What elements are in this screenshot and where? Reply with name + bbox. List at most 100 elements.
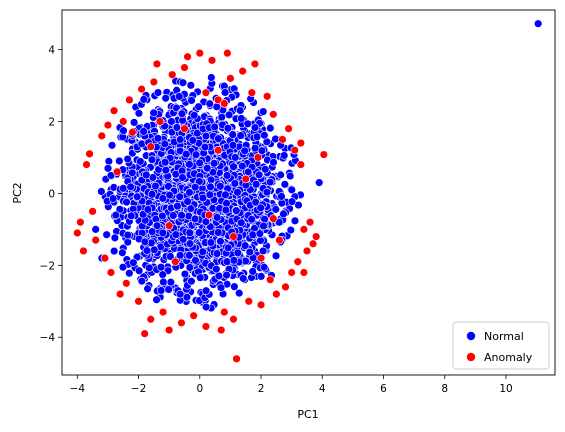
normal-point xyxy=(261,165,270,174)
normal-point xyxy=(201,286,211,295)
normal-point xyxy=(161,165,171,175)
anomaly-point xyxy=(140,329,149,338)
y-tick-label: 2 xyxy=(48,116,55,128)
normal-point xyxy=(222,257,232,266)
normal-point xyxy=(108,194,118,203)
normal-point xyxy=(158,194,168,203)
normal-point xyxy=(160,139,170,149)
anomaly-point xyxy=(183,52,192,61)
normal-point xyxy=(182,293,192,302)
normal-point xyxy=(214,134,223,143)
normal-point xyxy=(185,160,194,169)
normal-point xyxy=(212,213,222,222)
anomaly-point xyxy=(119,117,128,126)
normal-point xyxy=(175,192,184,201)
anomaly-point xyxy=(232,354,241,364)
x-axis-ticks: −4 −2 0 2 4 6 8 10 xyxy=(70,375,513,395)
normal-point xyxy=(110,233,120,243)
x-axis-title: PC1 xyxy=(297,408,318,421)
normal-point xyxy=(111,210,121,220)
normal-point xyxy=(175,251,185,260)
anomaly-point xyxy=(229,232,238,241)
normal-point xyxy=(152,295,161,304)
normal-point xyxy=(194,228,204,237)
normal-point xyxy=(195,177,204,186)
anomaly-point xyxy=(299,268,309,277)
legend-normal-label: Normal xyxy=(484,330,524,343)
anomaly-point xyxy=(226,74,235,83)
normal-point xyxy=(156,286,166,295)
normal-point xyxy=(271,134,280,144)
normal-point xyxy=(151,181,160,191)
legend-box xyxy=(452,321,550,370)
normal-point xyxy=(234,288,244,298)
normal-point xyxy=(196,273,205,282)
normal-point xyxy=(147,155,157,164)
normal-point xyxy=(127,211,136,221)
normal-point xyxy=(265,177,275,187)
normal-point xyxy=(123,230,132,240)
x-tick-label: 10 xyxy=(499,383,512,395)
normal-point xyxy=(223,124,233,133)
normal-point xyxy=(142,246,152,255)
normal-point xyxy=(201,131,211,141)
normal-point xyxy=(206,238,216,247)
normal-point xyxy=(280,180,290,189)
anomaly-point xyxy=(97,131,107,141)
normal-point xyxy=(169,211,178,220)
anomaly-point xyxy=(299,225,309,234)
anomaly-point xyxy=(177,318,186,328)
normal-point xyxy=(139,95,148,104)
anomaly-point xyxy=(269,110,278,119)
anomaly-point xyxy=(103,120,113,130)
anomaly-point xyxy=(168,70,177,79)
normal-point xyxy=(286,225,295,235)
normal-point xyxy=(214,228,223,237)
x-tick-label: 4 xyxy=(319,383,326,395)
anomaly-point xyxy=(204,210,214,220)
anomaly-point xyxy=(201,88,211,97)
anomaly-point xyxy=(85,149,94,159)
normal-point xyxy=(229,256,239,265)
normal-point xyxy=(271,251,281,261)
plot-frame xyxy=(61,9,556,376)
normal-point xyxy=(222,270,231,280)
normal-point xyxy=(158,228,168,238)
normal-point xyxy=(195,158,204,168)
normal-point xyxy=(119,184,128,193)
anomaly-point xyxy=(122,279,131,288)
normal-point xyxy=(165,190,174,200)
normal-point xyxy=(243,119,252,128)
normal-point xyxy=(119,126,128,135)
normal-point xyxy=(228,130,237,139)
anomaly-point xyxy=(134,297,143,306)
normal-point xyxy=(212,102,221,111)
normal-point xyxy=(143,205,153,214)
legend-anomaly-marker xyxy=(466,352,476,362)
normal-point xyxy=(180,269,190,279)
normal-point xyxy=(190,214,200,224)
normal-point xyxy=(185,228,194,237)
normal-point xyxy=(256,272,266,281)
legend-anomaly-label: Anomaly xyxy=(484,351,533,364)
anomaly-point xyxy=(106,268,116,277)
anomaly-point xyxy=(266,275,275,284)
normal-point xyxy=(115,156,124,166)
normal-point xyxy=(245,247,254,257)
normal-point xyxy=(230,179,240,188)
normal-point xyxy=(185,188,194,197)
anomaly-point xyxy=(272,289,281,299)
y-tick-label: −2 xyxy=(40,260,55,272)
normal-point xyxy=(286,171,295,181)
normal-point xyxy=(248,230,257,239)
normal-point xyxy=(140,237,150,246)
normal-point xyxy=(212,249,222,258)
normal-point xyxy=(240,241,250,250)
normal-point xyxy=(276,170,285,180)
normal-point xyxy=(236,131,245,140)
anomaly-point xyxy=(278,135,287,144)
normal-point xyxy=(118,248,127,257)
normal-point xyxy=(177,211,186,220)
anomaly-point xyxy=(73,228,82,238)
anomaly-point xyxy=(112,167,122,177)
